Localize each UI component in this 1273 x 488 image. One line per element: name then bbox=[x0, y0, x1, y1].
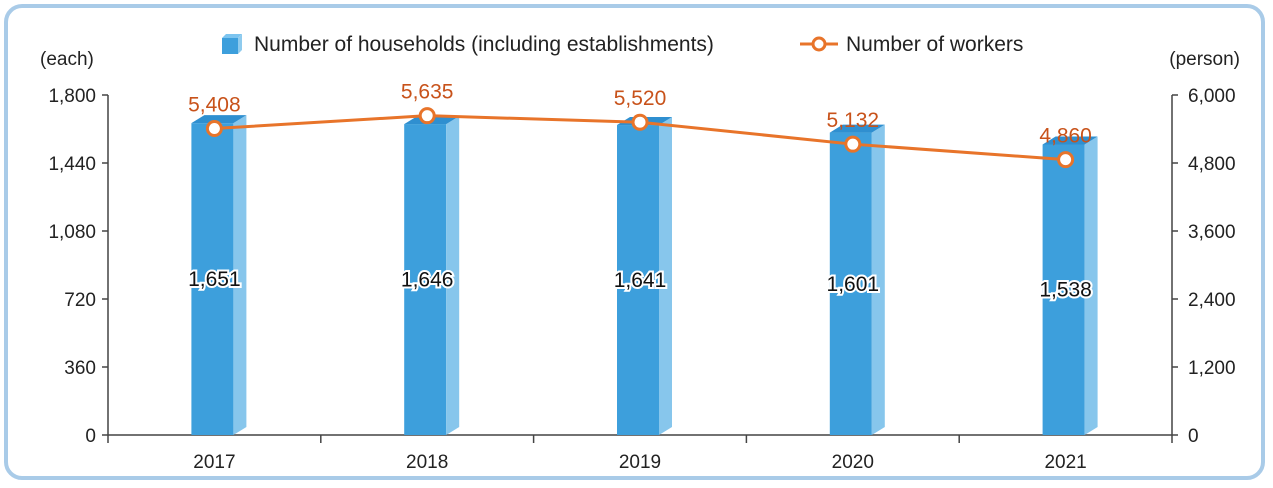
x-tick-label: 2020 bbox=[832, 452, 874, 473]
workers-point bbox=[205, 120, 223, 138]
bar-value-label: 1,538 bbox=[1039, 279, 1092, 302]
workers-value-label: 5,520 bbox=[614, 87, 667, 110]
left-tick-label: 0 bbox=[85, 426, 96, 447]
workers-value-label: 5,132 bbox=[827, 109, 880, 132]
bar-value-label: 1,601 bbox=[827, 273, 880, 296]
workers-point bbox=[844, 135, 862, 153]
workers-value-label: 5,635 bbox=[401, 81, 454, 104]
bar-side bbox=[233, 115, 247, 436]
bar-side bbox=[871, 124, 885, 435]
workers-line-layer bbox=[205, 107, 1075, 169]
right-axis-unit: (person) bbox=[1169, 49, 1240, 70]
left-tick-label: 360 bbox=[64, 358, 96, 379]
legend: Number of households (including establis… bbox=[222, 33, 1023, 56]
bar-front bbox=[829, 132, 872, 436]
right-tick-label: 0 bbox=[1188, 426, 1199, 447]
workers-point bbox=[1057, 151, 1075, 169]
workers-value-label: 4,860 bbox=[1039, 125, 1092, 148]
x-tick-label: 2019 bbox=[619, 452, 661, 473]
bar-top bbox=[829, 124, 885, 133]
x-tick-label: 2021 bbox=[1044, 452, 1086, 473]
legend-bar-swatch bbox=[222, 34, 242, 54]
left-tick-label: 1,440 bbox=[48, 154, 96, 175]
right-tick-label: 6,000 bbox=[1188, 86, 1236, 107]
left-tick-label: 1,800 bbox=[48, 86, 96, 107]
bar-top bbox=[191, 115, 247, 124]
x-tick-label: 2017 bbox=[193, 452, 235, 473]
workers-point bbox=[418, 107, 436, 125]
right-axis-ticks: 0 1,200 2,400 3,600 4,800 6,000 bbox=[1172, 86, 1236, 447]
workers-point bbox=[631, 113, 649, 131]
bars bbox=[191, 115, 1098, 436]
right-tick-label: 4,800 bbox=[1188, 154, 1236, 175]
x-tick-label: 2018 bbox=[406, 452, 448, 473]
data-labels: 1,651 1,646 1,641 1,601 1,538 5,408 5,635 5,520… bbox=[186, 81, 1094, 304]
bar-value-label: 1,651 bbox=[188, 268, 241, 291]
left-axis-unit: (each) bbox=[40, 49, 94, 70]
bar-front bbox=[191, 123, 234, 436]
left-tick-label: 1,080 bbox=[48, 222, 96, 243]
left-axis-ticks: 0 360 720 1,080 1,440 1,800 bbox=[48, 86, 108, 447]
bar-side bbox=[446, 116, 460, 435]
bar-front bbox=[404, 124, 447, 435]
legend-workers-label: Number of workers bbox=[846, 33, 1023, 56]
bar-side bbox=[1084, 136, 1098, 435]
right-tick-label: 1,200 bbox=[1188, 358, 1236, 379]
bar-value-label: 1,646 bbox=[401, 269, 454, 292]
right-tick-label: 3,600 bbox=[1188, 222, 1236, 243]
right-tick-label: 2,400 bbox=[1188, 290, 1236, 311]
legend-line-swatch bbox=[800, 36, 838, 52]
bar-value-label: 1,641 bbox=[614, 269, 667, 292]
bar-side bbox=[659, 117, 672, 436]
bar-front bbox=[1042, 144, 1085, 435]
legend-households-label: Number of households (including establis… bbox=[254, 33, 714, 56]
bar-front bbox=[617, 125, 659, 436]
left-tick-label: 720 bbox=[64, 290, 96, 311]
bar-top bbox=[1042, 136, 1098, 145]
workers-value-label: 5,408 bbox=[188, 94, 241, 117]
x-axis-ticks: 2017 2018 2019 2020 2021 bbox=[107, 435, 1173, 473]
